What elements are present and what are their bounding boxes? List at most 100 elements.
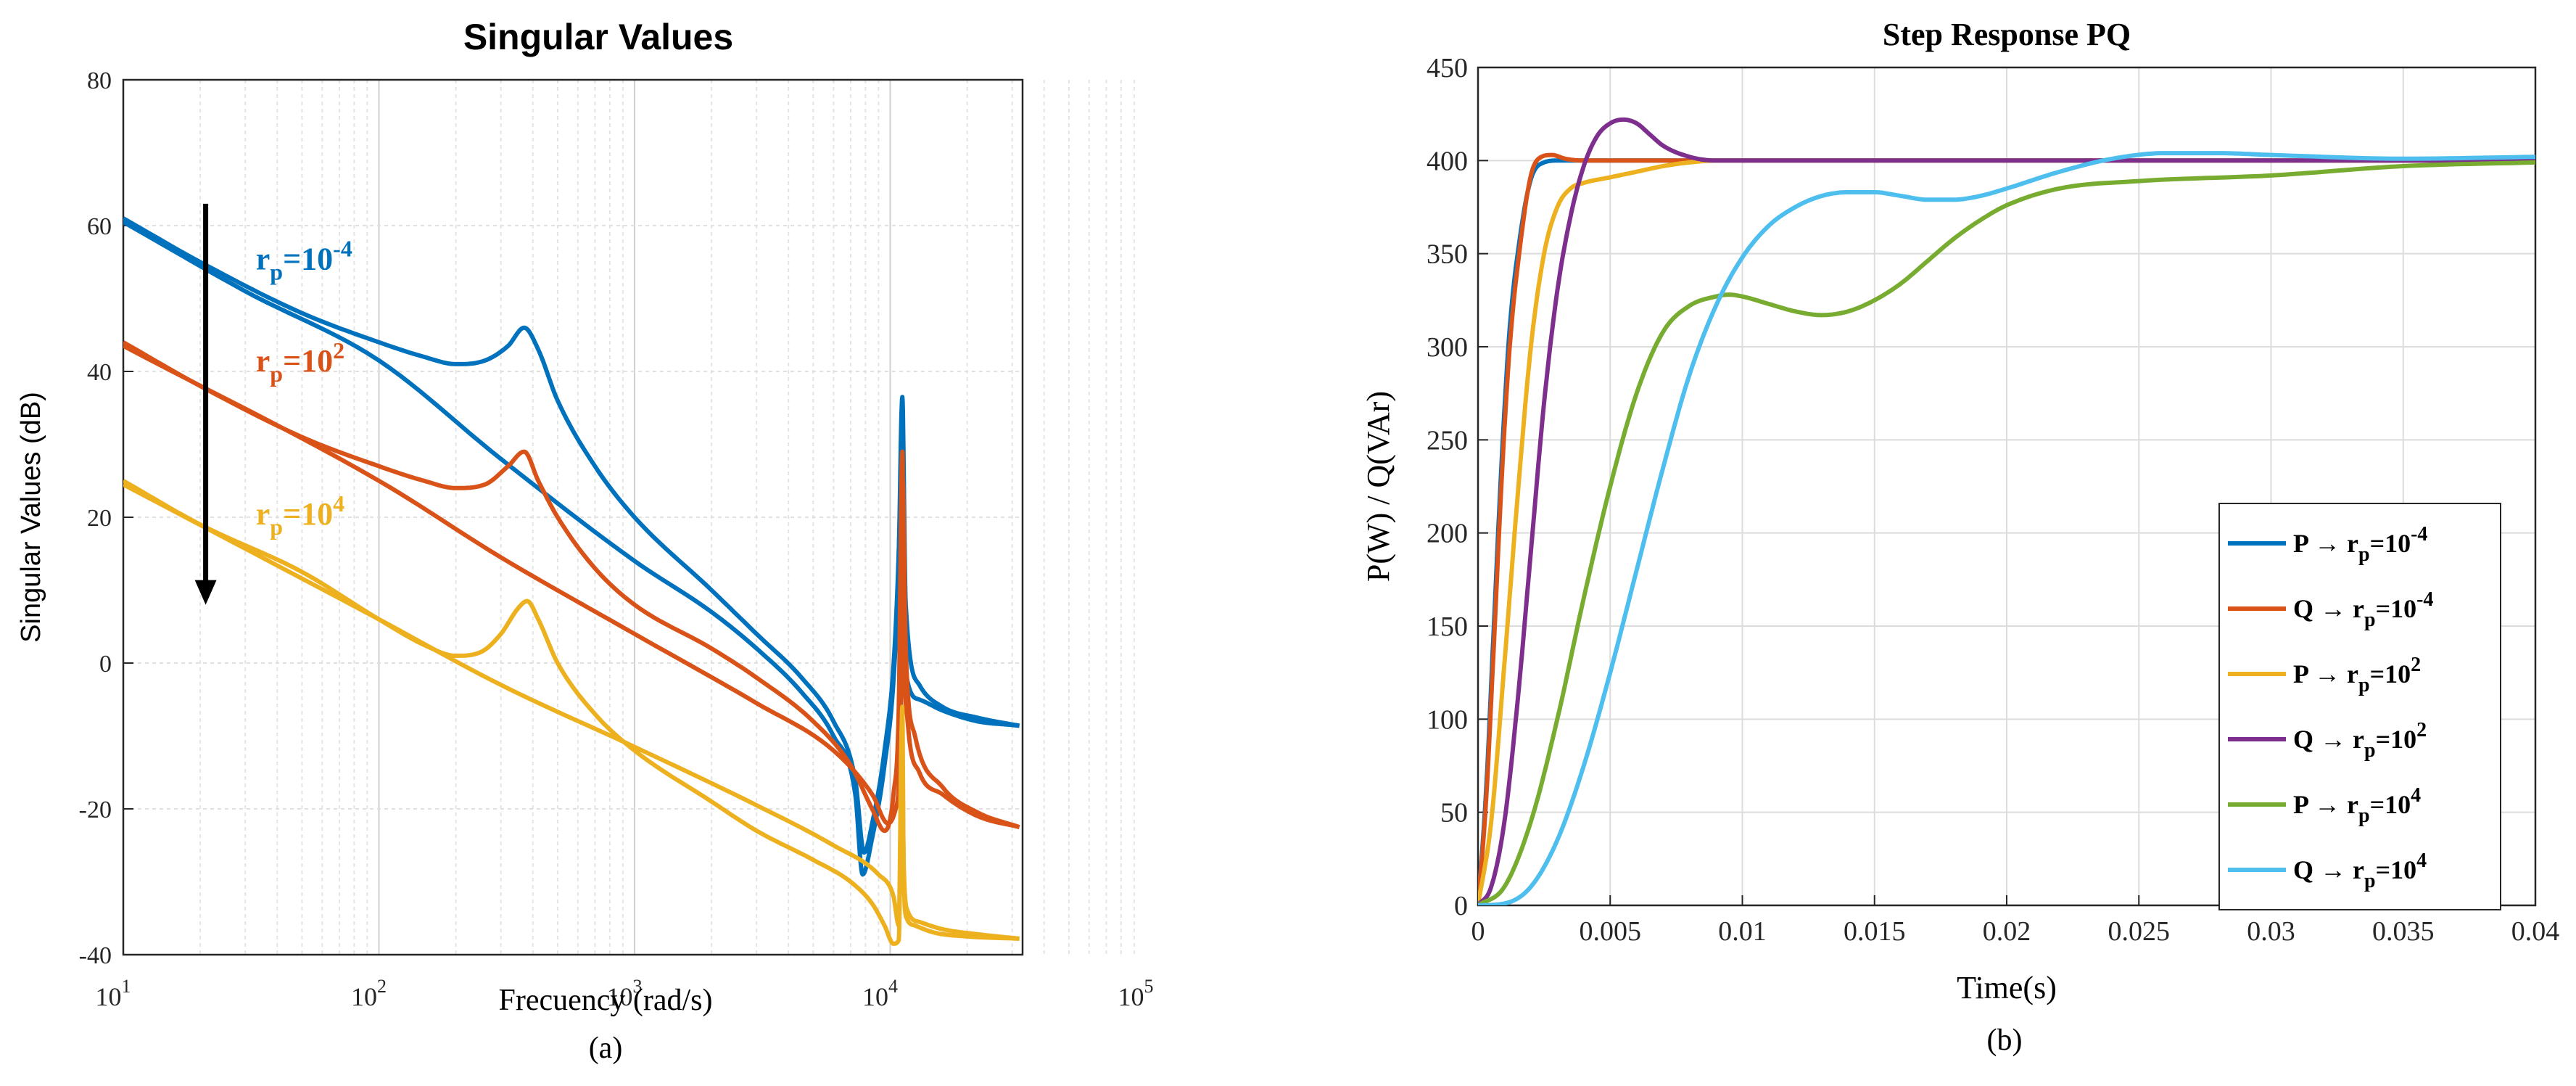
- legend-arrow: →: [2314, 529, 2347, 558]
- y-tick-label-a: -40: [79, 942, 112, 969]
- x-tick-exponent: 4: [888, 976, 898, 997]
- x-tick-label-b: 0.025: [2108, 916, 2171, 947]
- annotation-text: =10: [283, 496, 333, 532]
- x-tick-exponent: 2: [377, 976, 387, 997]
- downward-arrow-head: [194, 580, 217, 605]
- series-b-lines: [1478, 117, 2535, 905]
- x-tick-base: 10: [862, 982, 888, 1011]
- x-tick-exponent: 3: [633, 976, 643, 997]
- series-annotation: rp=104: [256, 490, 344, 540]
- annotation-superscript: 2: [333, 337, 344, 363]
- annotation-text: =10: [283, 343, 333, 379]
- step-response-line: [1478, 117, 2535, 905]
- y-tick-label-b: 400: [1427, 146, 1468, 176]
- y-tick-label-b: 300: [1427, 332, 1468, 363]
- legend-arrow: →: [2314, 659, 2347, 688]
- annotation-subscript: p: [270, 514, 283, 540]
- legend-quantity: P: [2293, 659, 2314, 688]
- legend-subscript: p: [2364, 609, 2376, 631]
- legend-arrow: →: [2320, 594, 2353, 623]
- step-response-chart: 0 0.005 0.01 0.015 0.02 0.025 0.03 0.035 0.04 0 50…: [1361, 17, 2559, 1057]
- series-a-lines: [123, 216, 1021, 946]
- y-tick-label-b: 200: [1427, 519, 1468, 549]
- series-annotation: rp=102: [256, 337, 344, 387]
- singular-value-curve: [123, 344, 1020, 829]
- annotation-superscript: 4: [333, 490, 344, 517]
- legend-subscript: p: [2358, 674, 2370, 696]
- annotation-subscript: p: [270, 258, 283, 284]
- legend-entry-label: P → rp=10-4: [2293, 523, 2427, 566]
- y-tick-label-b: 450: [1427, 53, 1468, 83]
- x-tick-exponent: 1: [122, 976, 131, 997]
- legend-entry-label: Q → rp=104: [2293, 850, 2427, 892]
- legend-box: [2218, 503, 2501, 910]
- singular-value-curve: [123, 220, 1020, 877]
- annotation-base: r: [256, 496, 271, 532]
- legend-superscript: -4: [2416, 588, 2433, 611]
- y-tick-label-a: 20: [87, 505, 112, 532]
- legend-superscript: 4: [2416, 850, 2427, 872]
- legend-quantity: P: [2293, 790, 2314, 819]
- x-tick-label-b: 0.02: [1983, 916, 2031, 947]
- legend-base: r: [2353, 855, 2364, 884]
- x-tick-label-b: 0.01: [1718, 916, 1767, 947]
- legend-subscript: p: [2364, 870, 2376, 892]
- legend-entry-label: P → rp=102: [2293, 654, 2421, 696]
- series-annotation: rp=10-4: [256, 235, 352, 284]
- singular-value-curve: [123, 482, 1020, 941]
- legend-quantity: Q: [2293, 594, 2320, 623]
- legend-entry-label: Q → rp=102: [2293, 719, 2427, 762]
- chart-b-ylabel: P(W) / Q(VAr): [1361, 391, 1396, 582]
- legend-arrow: →: [2320, 725, 2353, 754]
- legend-quantity: P: [2293, 529, 2314, 558]
- y-tick-label-b: 250: [1427, 425, 1468, 456]
- chart-b-caption: (b): [1987, 1024, 2023, 1057]
- y-tick-label-a: 0: [99, 651, 112, 678]
- annotation-text: =10: [283, 241, 333, 276]
- step-response-line: [1478, 151, 2535, 905]
- x-tick-label-b: 0.04: [2511, 916, 2560, 947]
- legend-subscript: p: [2358, 805, 2370, 827]
- x-tick-label-a: 101: [96, 976, 131, 1011]
- chart-a-ylabel: Singular Values (dB): [16, 392, 46, 643]
- x-tick-label-b: 0.035: [2372, 916, 2435, 947]
- chart-a-title: Singular Values: [463, 17, 733, 57]
- x-tick-label-a: 103: [607, 976, 643, 1011]
- legend-superscript: -4: [2411, 523, 2427, 546]
- y-tick-label-b: 100: [1427, 704, 1468, 735]
- legend-entry-label: Q → rp=10-4: [2293, 588, 2433, 631]
- x-tick-base: 10: [607, 982, 633, 1011]
- y-tick-label-b: 50: [1440, 798, 1468, 828]
- y-tick-label-a: -20: [79, 797, 112, 823]
- legend-text: =10: [2376, 855, 2417, 884]
- legend-text: =10: [2370, 529, 2411, 558]
- legend-base: r: [2353, 594, 2364, 623]
- y-tick-label-a: 80: [87, 67, 112, 94]
- x-tick-label-a: 105: [1118, 976, 1154, 1011]
- annotation-superscript: -4: [333, 235, 352, 261]
- legend-superscript: 4: [2411, 784, 2421, 807]
- legend-base: r: [2347, 659, 2358, 688]
- legend-quantity: Q: [2293, 855, 2320, 884]
- annotation-base: r: [256, 343, 271, 379]
- x-tick-label-b: 0: [1471, 916, 1485, 947]
- x-tick-label-a: 104: [862, 976, 898, 1011]
- chart-b-title: Step Response PQ: [1883, 17, 2131, 52]
- y-tick-label-b: 350: [1427, 239, 1468, 270]
- singular-value-curve: [123, 340, 1020, 834]
- y-tick-label-a: 40: [87, 359, 112, 386]
- legend-superscript: 2: [2416, 719, 2427, 741]
- y-tick-label-b: 150: [1427, 612, 1468, 642]
- legend-text: =10: [2376, 594, 2417, 623]
- legend-entry-label: P → rp=104: [2293, 784, 2421, 827]
- legend-superscript: 2: [2411, 654, 2421, 676]
- y-tick-label-b: 0: [1454, 891, 1468, 921]
- step-response-line: [1478, 160, 2535, 905]
- x-tick-label-b: 0.03: [2247, 916, 2295, 947]
- x-tick-base: 10: [351, 982, 377, 1011]
- legend-quantity: Q: [2293, 725, 2320, 754]
- y-tick-label-a: 60: [87, 213, 112, 240]
- legend-text: =10: [2370, 790, 2411, 819]
